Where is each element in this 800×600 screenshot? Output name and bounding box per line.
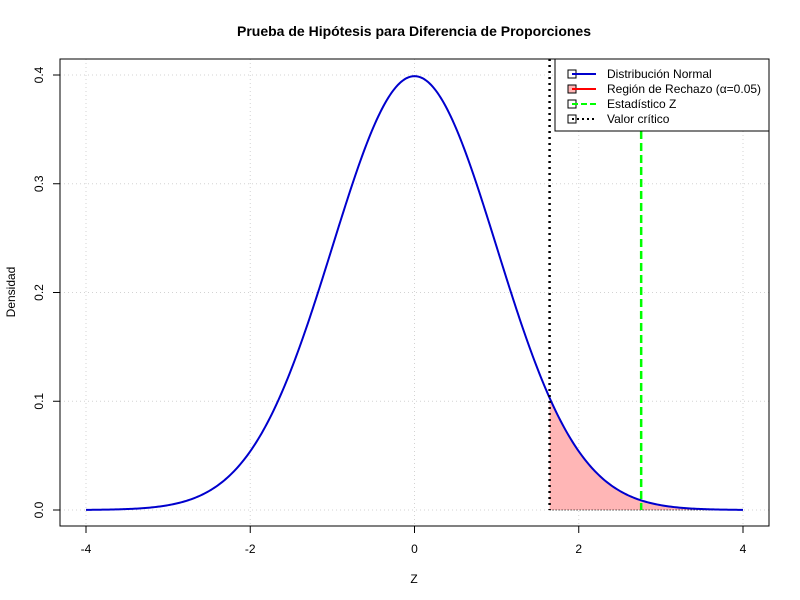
y-tick-label: 0.4 [32,66,46,83]
normal-curve-line [85,75,744,511]
x-tick-label: 2 [575,542,582,556]
chart-title: Prueba de Hipótesis para Diferencia de P… [237,23,591,39]
rejection-region [549,397,743,511]
legend-label: Región de Rechazo (α=0.05) [607,82,761,96]
x-tick-label: 0 [411,542,418,556]
y-tick-label: 0.2 [32,284,46,301]
y-tick-label: 0.0 [32,501,46,518]
legend-box [554,58,770,132]
y-tick-label: 0.3 [32,175,46,192]
x-tick-label: 4 [740,542,747,556]
x-tick-label: -2 [245,542,256,556]
y-axis: 0.0 0.1 0.2 0.3 0.4 [32,66,61,518]
legend-label: Distribución Normal [607,67,712,81]
y-axis-label: Densidad [4,267,18,318]
x-axis-label: Z [410,572,417,586]
normal-curve [85,75,744,511]
legend-label: Valor crítico [607,112,670,126]
y-tick-label: 0.1 [32,393,46,410]
legend-label: Estadístico Z [607,97,676,111]
rejection-area [549,397,743,510]
reference-lines [548,59,643,510]
x-axis: -4 -2 0 2 4 [81,525,747,556]
x-tick-label: -4 [81,542,92,556]
